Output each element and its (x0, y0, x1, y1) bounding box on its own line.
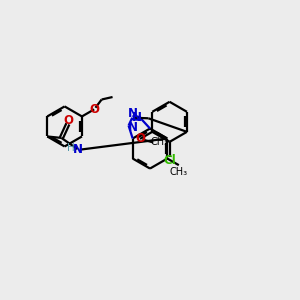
Text: N: N (128, 121, 138, 134)
Text: CH₃: CH₃ (170, 167, 188, 177)
Text: CH₃: CH₃ (151, 137, 169, 147)
Text: O: O (63, 114, 73, 127)
Text: N: N (132, 111, 142, 124)
Text: Cl: Cl (163, 154, 176, 166)
Text: N: N (128, 107, 137, 120)
Text: H: H (67, 143, 75, 153)
Text: O: O (135, 132, 145, 146)
Text: O: O (89, 103, 99, 116)
Text: N: N (73, 143, 83, 156)
